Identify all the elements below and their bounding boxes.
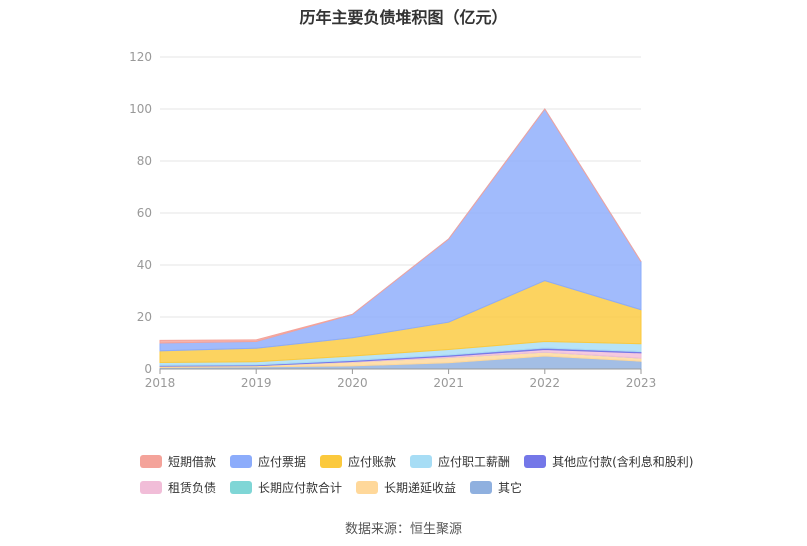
legend-item[interactable]: 租赁负债 <box>140 479 216 496</box>
legend-item[interactable]: 应付票据 <box>230 453 306 470</box>
legend-label: 其它 <box>498 480 523 495</box>
legend-swatch <box>524 454 547 468</box>
legend-swatch <box>140 454 162 468</box>
legend-label: 其他应付款(含利息和股利) <box>552 454 694 469</box>
y-tick-label: 60 <box>137 206 152 220</box>
y-tick-label: 0 <box>144 362 152 376</box>
legend-item[interactable]: 其它 <box>470 479 522 496</box>
legend-label: 应付票据 <box>258 454 307 469</box>
y-tick-label: 120 <box>129 50 152 64</box>
area-series <box>159 108 642 344</box>
legend-item[interactable]: 长期递延收益 <box>356 479 456 496</box>
legend-swatch <box>140 480 162 494</box>
x-tick-label: 2022 <box>530 376 561 390</box>
legend-swatch <box>320 454 343 468</box>
x-tick-label: 2023 <box>626 376 657 390</box>
x-tick-label: 2021 <box>433 376 464 390</box>
stacked-area-chart: 0 20 40 60 80 100 120 2018 2019 2020 2021 2022 2023 <box>129 50 656 390</box>
legend-label: 租赁负债 <box>168 480 217 495</box>
legend-label: 短期借款 <box>168 454 217 469</box>
legend-swatch <box>230 480 253 494</box>
y-tick-label: 20 <box>137 310 152 324</box>
source-note: 数据来源：恒生聚源 <box>344 522 462 537</box>
legend-row: 租赁负债 长期应付款合计 长期递延收益 其它 <box>140 474 700 500</box>
legend-swatch <box>410 454 433 468</box>
area-series-group <box>159 108 642 370</box>
legend-row: 短期借款 应付票据 应付账款 应付职工薪酬 其他应付款(含利息和股利) <box>140 448 700 474</box>
legend-swatch <box>356 480 379 494</box>
x-tick-label: 2018 <box>145 376 176 390</box>
legend-label: 应付职工薪酬 <box>438 454 511 469</box>
legend-item[interactable]: 应付账款 <box>320 453 396 470</box>
legend-swatch <box>230 454 253 468</box>
y-tick-label: 80 <box>137 154 152 168</box>
legend-item[interactable]: 应付职工薪酬 <box>410 453 510 470</box>
x-tick-label: 2020 <box>337 376 368 390</box>
chart-title: 历年主要负债堆积图（亿元） <box>299 8 508 27</box>
legend: 短期借款 应付票据 应付账款 应付职工薪酬 其他应付款(含利息和股利) 租赁负债 长期应付… <box>140 448 700 500</box>
axes: 0 20 40 60 80 100 120 2018 2019 2020 2021 2022 2023 <box>129 50 656 390</box>
legend-label: 应付账款 <box>348 454 397 469</box>
legend-item[interactable]: 长期应付款合计 <box>230 479 342 496</box>
legend-label: 长期应付款合计 <box>258 480 343 495</box>
y-tick-label: 100 <box>129 102 152 116</box>
legend-item[interactable]: 其他应付款(含利息和股利) <box>524 453 693 470</box>
x-tick-label: 2019 <box>241 376 272 390</box>
legend-item[interactable]: 短期借款 <box>140 453 216 470</box>
legend-swatch <box>470 480 493 494</box>
legend-label: 长期递延收益 <box>384 480 457 495</box>
y-tick-label: 40 <box>137 258 152 272</box>
